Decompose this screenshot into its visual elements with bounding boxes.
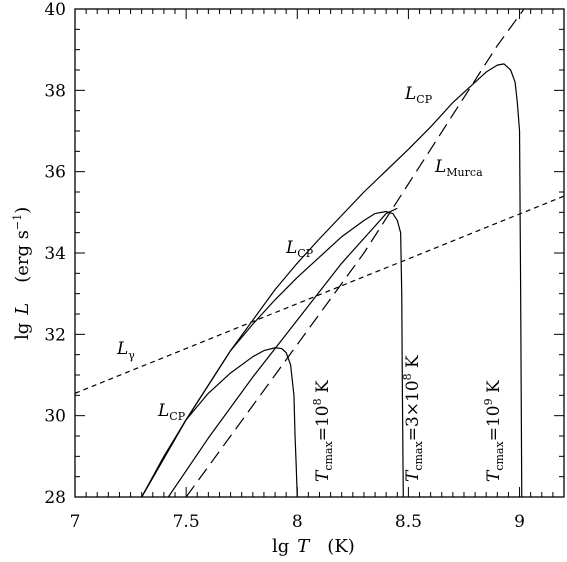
label-tcmax-3-exp: 9 [482, 398, 495, 405]
label-tcmax-1-unit: K [313, 380, 333, 398]
x-tick-label-2: 8 [292, 512, 303, 532]
label-lgamma: Lγ [116, 339, 135, 362]
label-tcmax-2-sub: cmax [412, 441, 425, 471]
label-lcp-mid-sub: CP [297, 247, 313, 260]
label-lcp-low-sub: CP [169, 410, 185, 423]
label-tcmax-2-value: =3×10 [403, 380, 423, 441]
series-line-4 [185, 9, 525, 497]
label-tcmax-2-main: T [403, 469, 423, 482]
label-tcmax-1-sub: cmax [322, 441, 335, 471]
x-axis-label-var: T [297, 536, 311, 557]
curves-layer [75, 9, 564, 497]
x-tick-label-0: 7 [70, 512, 81, 532]
series-line-5 [75, 195, 564, 394]
y-tick-label-3: 34 [44, 244, 66, 264]
label-lcp-mid-main: L [285, 238, 297, 258]
label-tcmax-3-unit: K [484, 380, 504, 398]
label-lcp-top-main: L [404, 84, 416, 104]
y-tick-label-1: 30 [44, 407, 66, 427]
y-tick-label-4: 36 [44, 163, 66, 183]
label-lcp-low: LCP [157, 401, 186, 423]
y-axis-label: lg L (erg s−1) [11, 207, 33, 340]
label-tcmax-3-main: T [484, 469, 504, 482]
label-tcmax-2-exp: 8 [401, 373, 414, 380]
label-tcmax-1-value: =10 [313, 405, 333, 441]
label-tcmax-1-main: T [313, 469, 333, 482]
x-axis-label-main: lg [272, 536, 289, 557]
x-tick-label-4: 9 [514, 512, 525, 532]
y-axis-label-unit-close: ) [12, 207, 33, 214]
label-tcmax-2-unit: K [403, 355, 423, 373]
series-line-1 [141, 210, 404, 497]
label-lgamma-sub: γ [128, 349, 135, 362]
y-axis-label-main: lg [12, 323, 33, 340]
y-axis-label-var: L [12, 303, 33, 316]
x-axis-label-unit: (K) [327, 536, 355, 557]
label-tcmax-3-sub: cmax [493, 441, 506, 471]
y-tick-label-0: 28 [44, 488, 66, 508]
label-lcp-top-sub: CP [416, 93, 432, 106]
x-axis-label: lg T (K) [272, 536, 355, 557]
label-lcp-top: LCP [404, 84, 433, 106]
label-lmurca-main: L [434, 157, 446, 177]
label-tcmax-1: Tcmax=108 K [311, 380, 335, 482]
y-tick-label-6: 40 [44, 0, 66, 20]
label-lcp-mid: LCP [285, 238, 314, 260]
label-lmurca: LMurca [434, 157, 483, 179]
y-axis-label-unit: (erg s [12, 230, 33, 283]
label-lcp-low-main: L [157, 401, 169, 421]
label-tcmax-3-value: =10 [484, 405, 504, 441]
y-tick-label-2: 32 [44, 325, 66, 345]
y-axis-label-unit-exp: −1 [11, 214, 24, 230]
y-tick-label-5: 38 [44, 81, 66, 101]
series-line-2 [141, 63, 523, 497]
series-line-3 [167, 207, 398, 497]
label-tcmax-3: Tcmax=109 K [482, 380, 506, 482]
ticks-layer [74, 8, 565, 498]
label-tcmax-2: Tcmax=3×108 K [401, 355, 425, 482]
x-tick-label-3: 8.5 [395, 512, 422, 532]
label-tcmax-1-exp: 8 [311, 398, 324, 405]
label-lmurca-sub: Murca [446, 166, 483, 179]
x-tick-label-1: 7.5 [173, 512, 200, 532]
tick-labels-layer: 7 7.5 8 8.5 9 28 30 32 34 36 38 40 [44, 0, 525, 532]
label-lgamma-main: L [116, 339, 128, 359]
